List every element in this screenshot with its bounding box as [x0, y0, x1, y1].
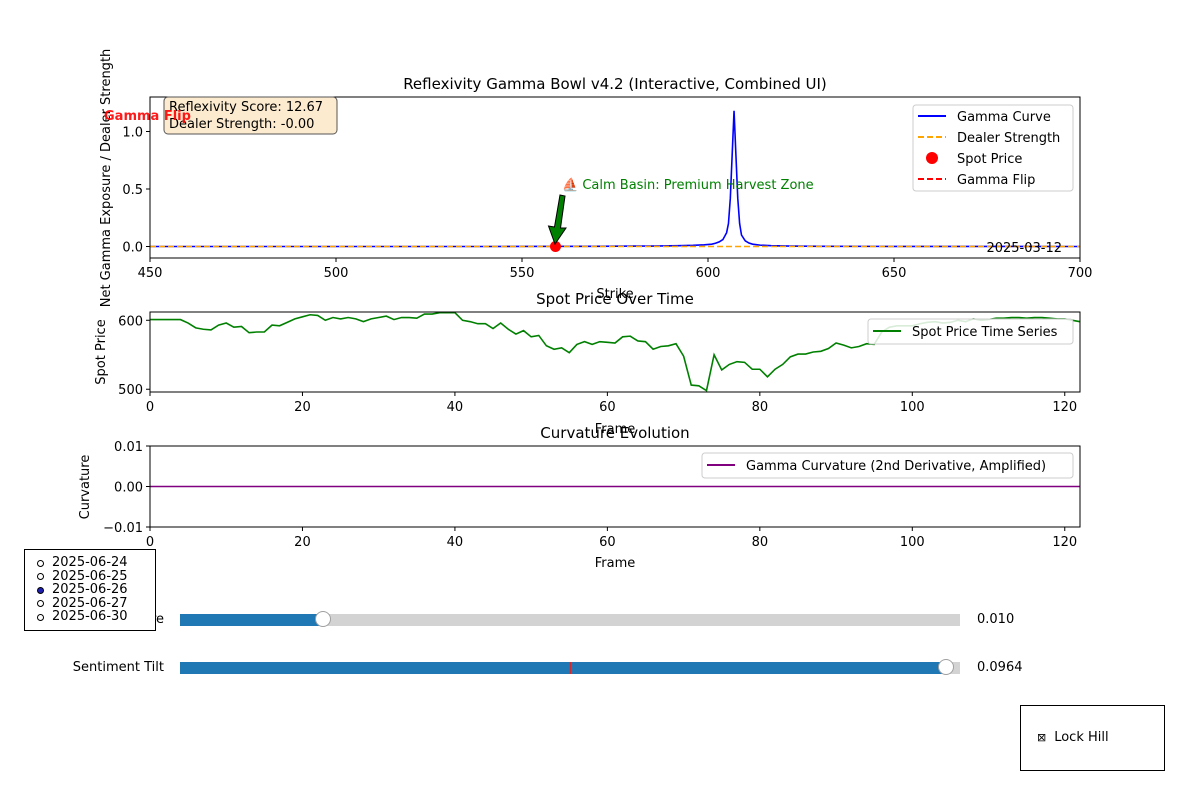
x-tick-label: 700 [1068, 266, 1093, 281]
lock-hill-checkbox[interactable]: ⊠ Lock Hill [1037, 730, 1109, 746]
sentiment-tilt-slider-handle[interactable] [937, 659, 954, 675]
spot-price-legend: Spot Price Time Series [867, 318, 1074, 345]
calm-basin-label: ⛵ Calm Basin: Premium Harvest Zone [562, 177, 814, 193]
lock-hill-label: Lock Hill [1054, 730, 1109, 745]
y-tick-label: −0.01 [103, 521, 143, 536]
checkbox-checked-icon: ⊠ [1037, 731, 1047, 744]
x-tick-label: 80 [752, 400, 769, 415]
x-tick-label: 40 [447, 400, 464, 415]
date-option[interactable]: 2025-06-24 [37, 556, 128, 570]
spot-price-marker [549, 241, 561, 252]
x-tick-label: 120 [1052, 400, 1077, 415]
curvature-xlabel: Frame [595, 556, 636, 571]
spot-price-xlabel: Frame [595, 422, 636, 437]
spot-price-plot-frame [149, 311, 1081, 393]
x-tick-label: 650 [882, 266, 907, 281]
curvature-slider-value: 0.010 [977, 612, 1015, 627]
curvature-slider[interactable] [180, 611, 960, 627]
date-option-label: 2025-06-25 [52, 568, 128, 584]
x-tick-label: 450 [138, 266, 163, 281]
x-tick-label: 60 [599, 400, 616, 415]
spot-price-panel: Spot Price Over Time 0 20 40 60 80 100 120 500 6… [94, 290, 1081, 437]
date-option[interactable]: 2025-06-30 [37, 610, 128, 624]
sentiment-tilt-label: Sentiment Tilt [72, 660, 164, 675]
x-tick-label: 100 [900, 400, 925, 415]
date-option-label: 2025-06-26 [52, 582, 128, 597]
curvature-panel: Curvature Evolution 0 20 40 60 80 100 120 −0.01… [78, 424, 1081, 571]
radio-unselected-icon [37, 559, 44, 567]
y-tick-label: 500 [118, 383, 143, 398]
x-tick-label: 0 [146, 535, 154, 550]
x-tick-label: 40 [447, 535, 464, 550]
date-radio-panel: 2025-06-24 2025-06-25 2025-06-26 2025-06-27… [24, 549, 156, 631]
sentiment-tilt-slider-fill [180, 662, 946, 674]
date-option-label: 2025-06-27 [52, 595, 128, 611]
legend-gamma-curve: Gamma Curve [957, 110, 1051, 125]
y-tick-label: 0.01 [114, 440, 143, 455]
gamma-bowl-plot-frame [149, 96, 1081, 259]
reflexivity-score-text: Reflexivity Score: 12.67 [169, 100, 323, 115]
spot-price-title: Spot Price Over Time [536, 290, 694, 308]
x-tick-label: 600 [696, 266, 721, 281]
y-tick-label: 0.0 [122, 241, 143, 256]
x-tick-label: 100 [900, 535, 925, 550]
x-tick-label: 60 [599, 535, 616, 550]
x-tick-label: 0 [146, 400, 154, 415]
gamma-bowl-ticks: 450 500 550 600 650 700 0.0 0.5 1.0 [122, 126, 1092, 282]
curvature-slider-fill [180, 614, 323, 626]
spot-price-ticks: 0 20 40 60 80 100 120 500 600 [118, 314, 1077, 415]
y-tick-label: 0.00 [114, 481, 143, 496]
gamma-flip-label: Gamma Flip [104, 109, 191, 124]
dealer-strength-text: Dealer Strength: -0.00 [169, 117, 314, 132]
sentiment-tilt-slider[interactable] [180, 659, 960, 675]
x-tick-label: 20 [294, 400, 311, 415]
legend-spot-price: Spot Price [957, 152, 1022, 167]
sentiment-tilt-value: 0.0964 [977, 660, 1023, 675]
date-option[interactable]: 2025-06-25 [37, 568, 128, 584]
date-option-label: 2025-06-24 [52, 555, 128, 570]
legend-curvature-series: Gamma Curvature (2nd Derivative, Amplifi… [746, 459, 1046, 474]
sentiment-tilt-initial-marker [570, 662, 571, 674]
radio-unselected-icon [37, 613, 44, 621]
curvature-slider-handle[interactable] [314, 611, 331, 627]
radio-unselected-icon [37, 600, 44, 607]
reflexivity-score-box [163, 96, 338, 135]
gamma-bowl-xlabel: Strike [596, 287, 633, 302]
frame-date-label: 2025-03-12 [986, 241, 1062, 256]
gamma-curve-line [150, 110, 1081, 248]
curvature-plot-frame [149, 445, 1081, 528]
date-option[interactable]: 2025-06-27 [37, 595, 128, 611]
curvature-ylabel: Curvature [78, 455, 93, 520]
legend-spot-series: Spot Price Time Series [912, 325, 1058, 340]
y-tick-label: 1.0 [122, 126, 143, 141]
x-tick-label: 120 [1052, 535, 1077, 550]
curvature-legend: Gamma Curvature (2nd Derivative, Amplifi… [701, 452, 1074, 479]
y-tick-label: 600 [118, 314, 143, 329]
gamma-bowl-series [150, 110, 1081, 252]
y-tick-label: 0.5 [122, 183, 143, 198]
x-tick-label: 550 [510, 266, 535, 281]
radio-selected-icon [37, 586, 44, 594]
date-option-label: 2025-06-30 [52, 609, 128, 624]
calm-basin-arrow [547, 194, 567, 246]
gamma-bowl-legend: Gamma Curve Dealer Strength Spot Price G… [912, 104, 1074, 192]
legend-dealer-strength: Dealer Strength [957, 131, 1060, 146]
gamma-bowl-panel: Reflexivity Gamma Bowl v4.2 (Interactive… [99, 49, 1092, 308]
legend-gamma-flip: Gamma Flip [957, 173, 1035, 188]
x-tick-label: 80 [752, 535, 769, 550]
curvature-ticks: 0 20 40 60 80 100 120 −0.01 0.00 0.01 [103, 440, 1077, 550]
curvature-title: Curvature Evolution [540, 424, 689, 442]
gamma-bowl-title: Reflexivity Gamma Bowl v4.2 (Interactive… [403, 75, 827, 93]
x-tick-label: 500 [324, 266, 349, 281]
lock-hill-panel: ⊠ Lock Hill [1020, 705, 1165, 771]
radio-unselected-icon [37, 573, 44, 580]
x-tick-label: 20 [294, 535, 311, 550]
spot-price-ylabel: Spot Price [94, 319, 109, 384]
gamma-bowl-ylabel: Net Gamma Exposure / Dealer Strength [99, 49, 114, 308]
date-option[interactable]: 2025-06-26 [37, 583, 128, 597]
